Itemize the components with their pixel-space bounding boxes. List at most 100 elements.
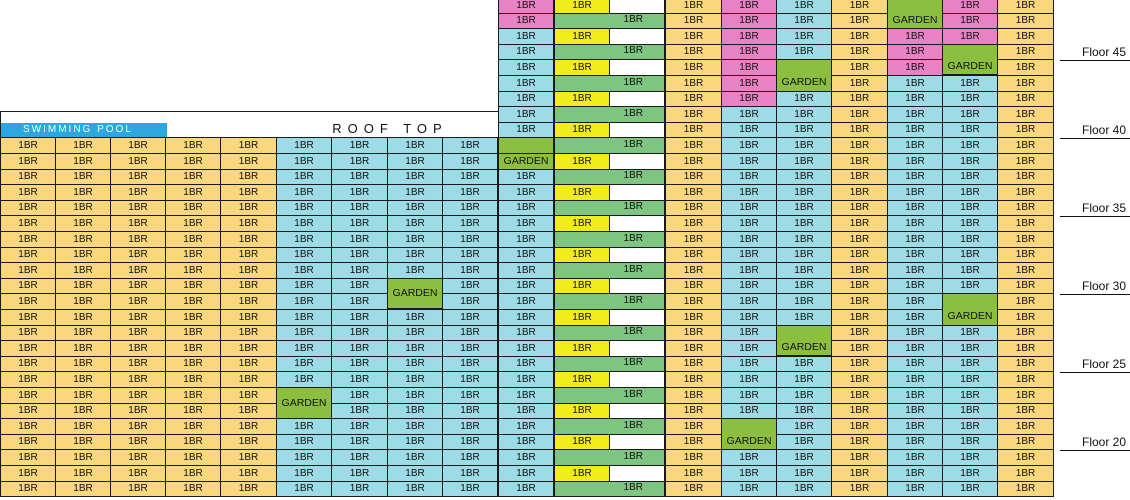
unit-cell: 1BR bbox=[997, 59, 1054, 76]
unit-cell: 1BR bbox=[776, 434, 832, 450]
unit-cell: 1BR bbox=[498, 465, 554, 482]
unit-cell: 1BR bbox=[276, 340, 332, 357]
unit-cell: 1BR bbox=[276, 247, 332, 263]
unit-cell: 1BR bbox=[387, 309, 443, 326]
unit-cell: 1BR bbox=[887, 387, 943, 404]
unit-cell: 1BR bbox=[110, 309, 166, 326]
unit-cell: 1BR bbox=[554, 403, 610, 419]
unit-cell: 1BR bbox=[942, 137, 998, 154]
unit-cell: 1BR bbox=[887, 106, 943, 123]
unit-cell-wide-label: 1BR bbox=[623, 139, 643, 150]
floor-line bbox=[1060, 450, 1130, 451]
floor-label: Floor 30 bbox=[1082, 279, 1127, 293]
unit-cell: 1BR bbox=[831, 106, 888, 123]
unit-cell: 1BR bbox=[0, 262, 56, 279]
unit-cell: 1BR bbox=[442, 418, 498, 435]
unit-cell: 1BR bbox=[887, 169, 943, 185]
unit-cell: 1BR bbox=[442, 325, 498, 341]
unit-cell: 1BR bbox=[721, 13, 777, 29]
unit-cell: 1BR bbox=[942, 122, 998, 138]
unit-cell: 1BR bbox=[665, 418, 722, 435]
unit-cell: 1BR bbox=[387, 262, 443, 279]
unit-cell: 1BR bbox=[942, 106, 998, 123]
empty-cell bbox=[609, 371, 665, 388]
floor-line bbox=[1060, 294, 1130, 295]
unit-cell: 1BR bbox=[997, 44, 1054, 60]
unit-cell: 1BR bbox=[331, 387, 388, 404]
unit-cell: 1BR bbox=[220, 262, 277, 279]
unit-cell: 1BR bbox=[997, 387, 1054, 404]
unit-cell: 1BR bbox=[0, 325, 56, 341]
unit-cell: 1BR bbox=[887, 184, 943, 201]
unit-cell: 1BR bbox=[997, 325, 1054, 341]
unit-cell: 1BR bbox=[220, 449, 277, 466]
unit-cell: 1BR bbox=[721, 247, 777, 263]
unit-cell: 1BR bbox=[220, 231, 277, 248]
unit-cell: 1BR bbox=[331, 169, 388, 185]
unit-cell: 1BR bbox=[220, 340, 277, 357]
unit-cell: 1BR bbox=[498, 215, 554, 232]
unit-cell: 1BR bbox=[55, 465, 111, 482]
unit-cell: 1BR bbox=[498, 481, 554, 497]
floor-label: Floor 35 bbox=[1082, 201, 1127, 215]
unit-cell: 1BR bbox=[387, 153, 443, 170]
unit-cell: 1BR bbox=[0, 465, 56, 482]
unit-cell: 1BR bbox=[55, 169, 111, 185]
unit-cell: 1BR bbox=[387, 231, 443, 248]
unit-cell: 1BR bbox=[0, 231, 56, 248]
unit-cell: 1BR bbox=[721, 44, 777, 60]
unit-cell: 1BR bbox=[776, 13, 832, 29]
empty-cell bbox=[609, 153, 665, 170]
unit-cell: 1BR bbox=[942, 91, 998, 107]
unit-cell: 1BR bbox=[776, 278, 832, 294]
unit-cell: 1BR bbox=[442, 247, 498, 263]
unit-cell: 1BR bbox=[220, 200, 277, 216]
unit-cell: 1BR bbox=[0, 137, 56, 154]
unit-cell: 1BR bbox=[997, 137, 1054, 154]
swimming-pool-label: SWIMMING POOL bbox=[1, 123, 167, 137]
unit-cell: 1BR bbox=[887, 356, 943, 372]
unit-cell: 1BR bbox=[831, 0, 888, 14]
unit-cell: 1BR bbox=[721, 325, 777, 341]
unit-cell: 1BR bbox=[442, 340, 498, 357]
unit-cell: 1BR bbox=[276, 418, 332, 435]
unit-cell: 1BR bbox=[831, 169, 888, 185]
floor-label: Floor 20 bbox=[1082, 435, 1127, 449]
garden-cell bbox=[776, 59, 832, 92]
garden-cell: GARDEN bbox=[498, 153, 554, 170]
unit-cell: 1BR bbox=[110, 247, 166, 263]
unit-cell: 1BR bbox=[165, 387, 221, 404]
unit-cell: 1BR bbox=[776, 137, 832, 154]
unit-cell: 1BR bbox=[110, 449, 166, 466]
unit-cell: 1BR bbox=[721, 169, 777, 185]
empty-cell bbox=[609, 309, 665, 326]
unit-cell: 1BR bbox=[942, 200, 998, 216]
unit-cell: 1BR bbox=[554, 184, 610, 201]
floor-label: Floor 40 bbox=[1082, 123, 1127, 137]
unit-cell-wide-label: 1BR bbox=[623, 14, 643, 25]
unit-cell: 1BR bbox=[831, 184, 888, 201]
unit-cell: 1BR bbox=[721, 59, 777, 76]
unit-cell: 1BR bbox=[831, 75, 888, 92]
unit-cell: 1BR bbox=[276, 356, 332, 372]
unit-cell: 1BR bbox=[776, 371, 832, 388]
unit-cell: 1BR bbox=[665, 293, 722, 310]
unit-cell: 1BR bbox=[721, 293, 777, 310]
unit-cell: 1BR bbox=[55, 200, 111, 216]
unit-cell: 1BR bbox=[942, 278, 998, 294]
empty-cell bbox=[609, 434, 665, 450]
unit-cell: 1BR bbox=[0, 449, 56, 466]
unit-cell: 1BR bbox=[942, 169, 998, 185]
unit-cell: 1BR bbox=[831, 262, 888, 279]
unit-cell: 1BR bbox=[776, 231, 832, 248]
unit-cell: 1BR bbox=[498, 262, 554, 279]
unit-cell: 1BR bbox=[276, 231, 332, 248]
unit-cell: 1BR bbox=[831, 403, 888, 419]
unit-cell: 1BR bbox=[887, 371, 943, 388]
unit-cell: 1BR bbox=[942, 28, 998, 45]
unit-cell: 1BR bbox=[331, 200, 388, 216]
unit-cell: 1BR bbox=[110, 153, 166, 170]
unit-cell: 1BR bbox=[110, 325, 166, 341]
unit-cell: 1BR bbox=[942, 403, 998, 419]
